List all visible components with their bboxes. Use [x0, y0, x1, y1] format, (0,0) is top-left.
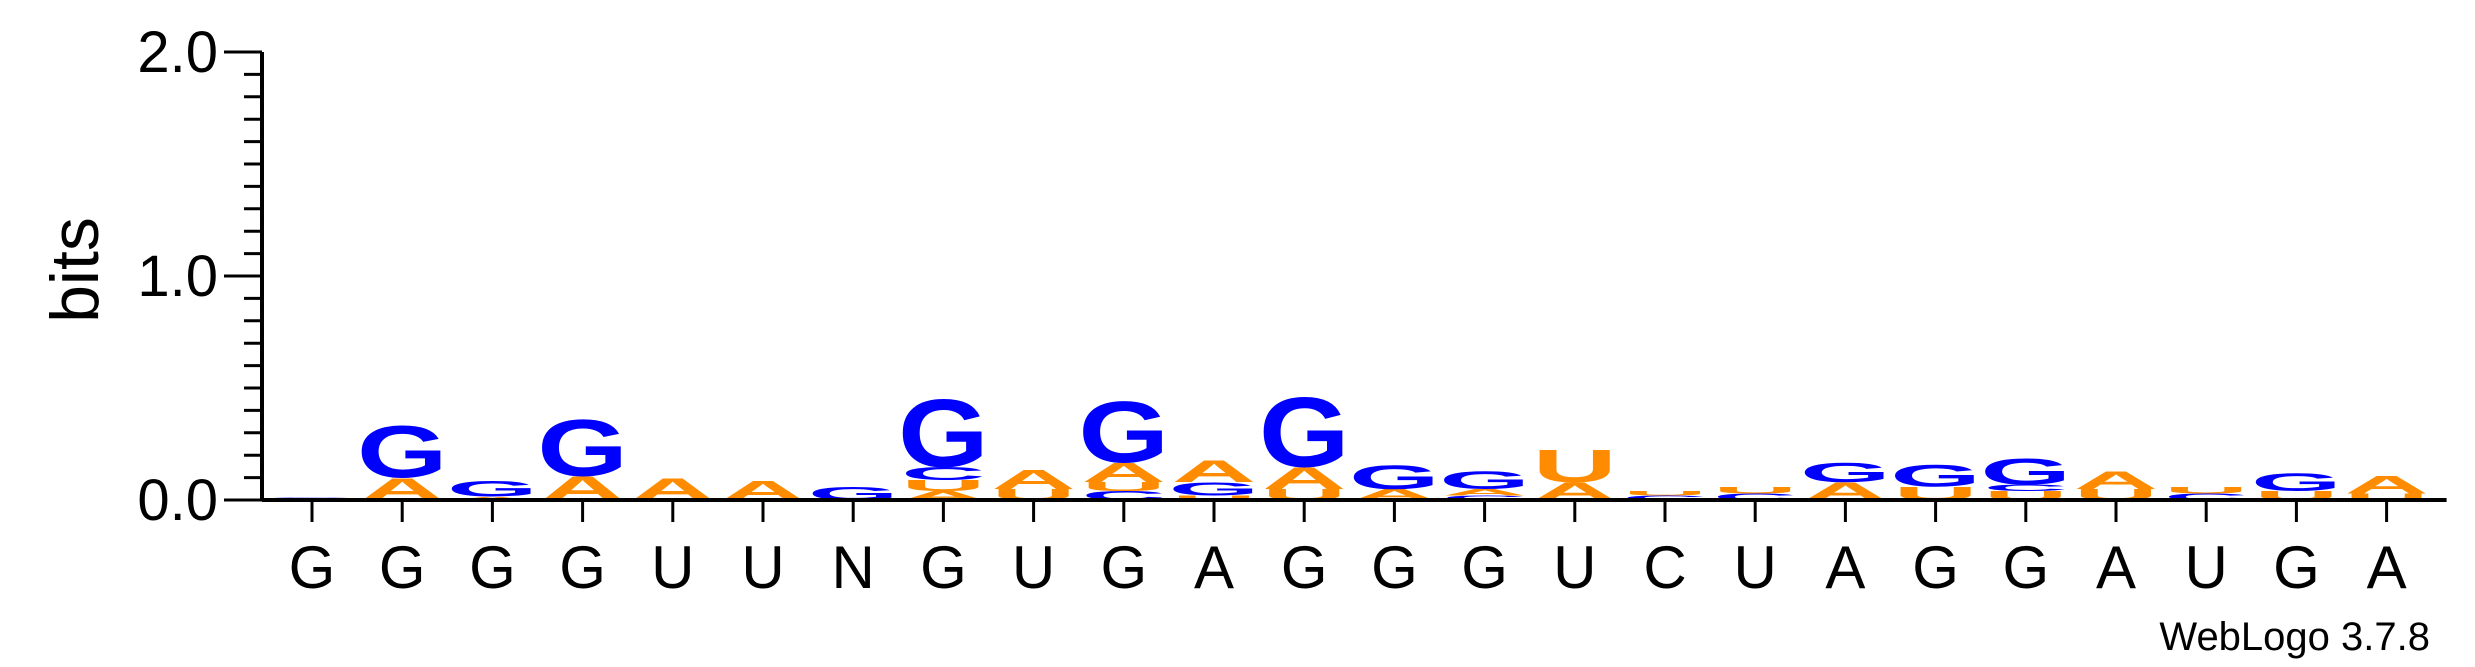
x-tick-label: U [741, 534, 784, 601]
x-tick-label: G [1461, 534, 1508, 601]
stack-position-11: UGA [1169, 454, 1260, 501]
x-tick-label: G [920, 534, 967, 601]
x-tick-label: G [289, 534, 336, 601]
x-tick-label: U [1553, 534, 1596, 601]
stack-position-19: UG [1890, 459, 1981, 504]
logo-letter-U: U [2344, 492, 2428, 502]
stack-position-20: UCG [1980, 451, 2071, 503]
stack-position-17: CU [1713, 485, 1797, 502]
logo-letter-U: U [1713, 485, 1797, 495]
logo-letter-A: A [1082, 457, 1166, 488]
x-tick-label: G [1371, 534, 1418, 601]
logo-letter-G: G [1078, 383, 1169, 480]
logo-letter-G: G [898, 379, 989, 487]
x-tick-label: U [1734, 534, 1777, 601]
stack-position-12: UAG [1259, 376, 1350, 503]
logo-letter-G: G [447, 477, 538, 501]
logo-letter-G: G [1349, 458, 1440, 496]
x-tick-label: A [2367, 534, 2407, 601]
logo-letter-G: G [1439, 466, 1530, 494]
x-tick-label: G [469, 534, 516, 601]
x-tick-label: U [2185, 534, 2228, 601]
logo-letter-U: U [2164, 485, 2248, 495]
logo-letter-G: G [1980, 451, 2071, 492]
logo-letter-G: G [1169, 479, 1260, 500]
x-tick-label: A [1825, 534, 1865, 601]
stack-position-4: AG [537, 403, 628, 508]
logo-letter-A: A [2344, 471, 2428, 499]
stack-position-22: CU [2164, 485, 2248, 502]
logo-letter-A: A [1262, 461, 1346, 496]
letter-stacks: AGAGAGAGAAGAUCGUACUAGUGAUAGAGCAGAUCUCUAG… [267, 376, 2429, 507]
logo-letter-U: U [1623, 490, 1707, 497]
logo-letter-U: U [901, 477, 985, 494]
logo-letter-C: C [1984, 483, 2068, 493]
logo-letter-A: A [1442, 487, 1526, 497]
stack-position-16: CU [1623, 490, 1707, 501]
stack-position-24: UA [2344, 471, 2428, 502]
logo-letter-U: U [1082, 480, 1166, 494]
x-tick-label: U [1012, 534, 1055, 601]
stack-position-2: AG [357, 410, 448, 507]
x-tick-label: C [1643, 534, 1686, 601]
x-tick-label: U [651, 534, 694, 601]
stack-position-21: UA [2074, 466, 2158, 503]
x-tick-label: G [1100, 534, 1147, 601]
logo-letter-A: A [1172, 454, 1256, 489]
logo-letter-G: G [1890, 459, 1981, 494]
logo-letter-C: C [901, 463, 985, 484]
logo-letter-G: G [2251, 469, 2342, 497]
x-tick-label: G [2273, 534, 2320, 601]
y-tick-label: 2.0 [137, 20, 218, 85]
x-tick-label: G [1281, 534, 1328, 601]
logo-letter-C: C [1713, 492, 1797, 502]
logo-letter-A: A [991, 463, 1075, 494]
x-tick-label: A [1194, 534, 1234, 601]
logo-letter-G: G [537, 403, 628, 493]
weblogo-credit: WebLogo 3.7.8 [2159, 615, 2430, 659]
logo-letter-G: G [1259, 376, 1350, 487]
logo-letter-A: A [2074, 466, 2158, 494]
stack-position-14: CAG [1439, 466, 1530, 501]
logo-letter-G: G [1800, 457, 1891, 488]
y-axis: 0.0 1.0 2.0 [137, 20, 264, 533]
y-tick-label: 0.0 [137, 468, 218, 533]
stack-position-23: UG [2251, 469, 2342, 503]
x-tick-label: N [832, 534, 875, 601]
stack-position-3: AG [447, 477, 538, 501]
x-tick-label: G [2002, 534, 2049, 601]
y-axis-label: bits [37, 217, 113, 323]
stack-position-13: AG [1349, 458, 1440, 503]
x-tick-label: G [559, 534, 606, 601]
stack-position-9: UA [991, 463, 1075, 503]
logo-letter-U: U [1533, 440, 1617, 492]
stack-position-15: AU [1533, 440, 1617, 505]
y-tick-label: 1.0 [137, 244, 218, 309]
x-tick-label: G [1912, 534, 1959, 601]
logo-letter-C: C [1623, 494, 1707, 501]
x-tick-label: A [2096, 534, 2136, 601]
logo-letter-C: C [1442, 494, 1526, 501]
x-tick-label: G [379, 534, 426, 601]
logo-letter-U: U [1172, 494, 1256, 501]
logo-letter-G: G [357, 410, 448, 494]
logo-letter-C: C [2164, 492, 2248, 502]
